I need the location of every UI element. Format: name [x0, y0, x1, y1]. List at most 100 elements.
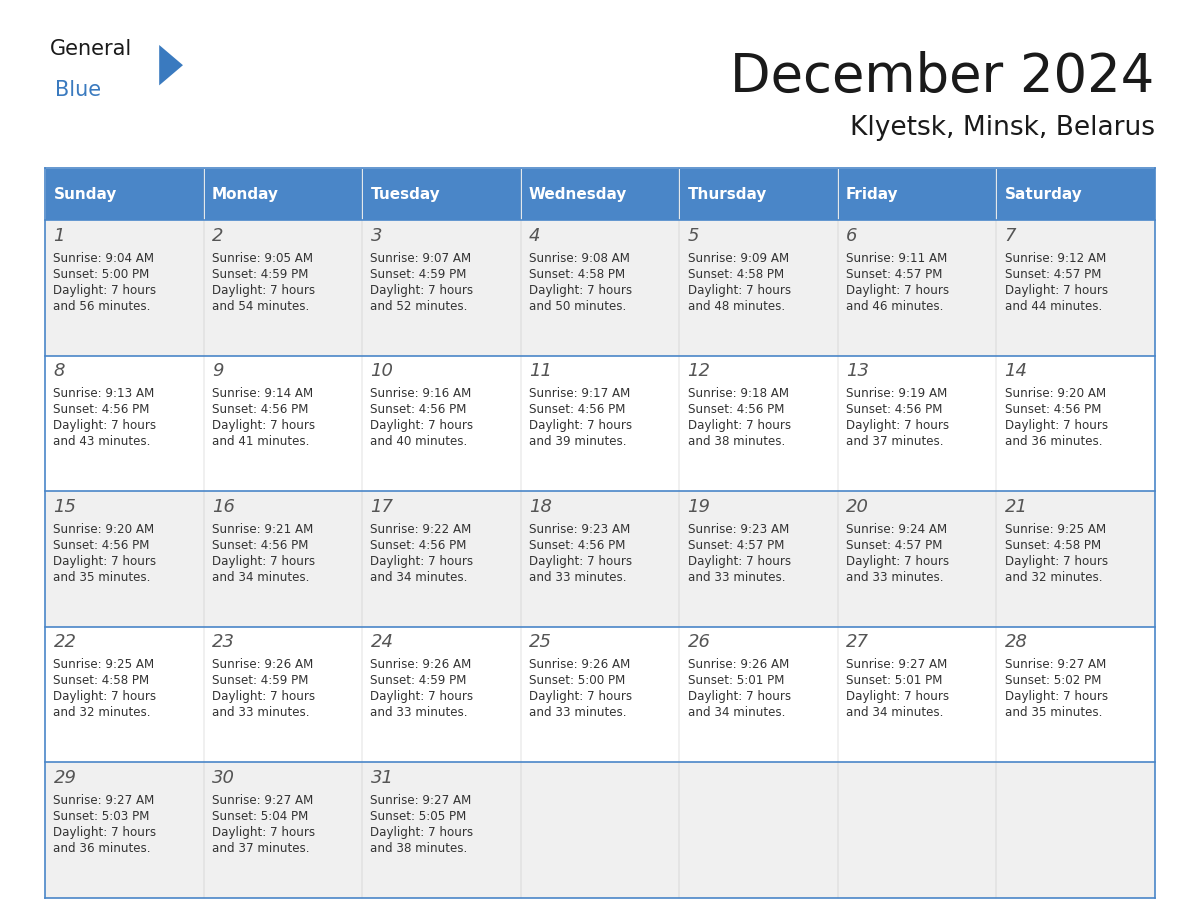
Text: and 56 minutes.: and 56 minutes. [53, 299, 151, 313]
Text: Sunrise: 9:21 AM: Sunrise: 9:21 AM [211, 522, 314, 535]
Text: Daylight: 7 hours: Daylight: 7 hours [53, 420, 157, 432]
Text: 10: 10 [371, 363, 393, 380]
Text: Daylight: 7 hours: Daylight: 7 hours [1005, 284, 1107, 297]
Bar [362, 168, 520, 220]
Text: and 40 minutes.: and 40 minutes. [371, 435, 468, 448]
Text: 8: 8 [53, 363, 65, 380]
Text: Daylight: 7 hours: Daylight: 7 hours [688, 690, 791, 703]
Text: Sunset: 4:56 PM: Sunset: 4:56 PM [53, 403, 150, 416]
Text: Daylight: 7 hours: Daylight: 7 hours [371, 554, 474, 567]
Bar [45, 220, 1155, 356]
Bar [520, 168, 680, 220]
Text: and 33 minutes.: and 33 minutes. [529, 571, 626, 584]
Text: 19: 19 [688, 498, 710, 516]
Bar [45, 491, 1155, 627]
Text: and 35 minutes.: and 35 minutes. [1005, 706, 1102, 719]
Text: 30: 30 [211, 768, 235, 787]
Text: and 36 minutes.: and 36 minutes. [1005, 435, 1102, 448]
Text: Tuesday: Tuesday [371, 186, 441, 202]
Text: and 32 minutes.: and 32 minutes. [1005, 571, 1102, 584]
Text: Sunset: 4:57 PM: Sunset: 4:57 PM [846, 268, 942, 281]
Text: Sunset: 4:56 PM: Sunset: 4:56 PM [1005, 403, 1101, 416]
Text: Daylight: 7 hours: Daylight: 7 hours [53, 690, 157, 703]
Text: 25: 25 [529, 633, 552, 651]
Text: Daylight: 7 hours: Daylight: 7 hours [371, 690, 474, 703]
Text: and 34 minutes.: and 34 minutes. [688, 706, 785, 719]
Text: 12: 12 [688, 363, 710, 380]
Text: 7: 7 [1005, 227, 1016, 245]
Text: Daylight: 7 hours: Daylight: 7 hours [211, 554, 315, 567]
Text: Sunset: 5:01 PM: Sunset: 5:01 PM [688, 674, 784, 687]
Text: Sunset: 4:58 PM: Sunset: 4:58 PM [53, 674, 150, 687]
Text: Sunrise: 9:26 AM: Sunrise: 9:26 AM [371, 658, 472, 671]
Text: 13: 13 [846, 363, 870, 380]
Text: Sunrise: 9:27 AM: Sunrise: 9:27 AM [371, 793, 472, 807]
Text: Daylight: 7 hours: Daylight: 7 hours [1005, 554, 1107, 567]
Bar [203, 168, 362, 220]
Text: Sunrise: 9:25 AM: Sunrise: 9:25 AM [53, 658, 154, 671]
Text: and 39 minutes.: and 39 minutes. [529, 435, 626, 448]
Text: and 50 minutes.: and 50 minutes. [529, 299, 626, 313]
Text: Sunset: 4:56 PM: Sunset: 4:56 PM [688, 403, 784, 416]
Text: Sunrise: 9:19 AM: Sunrise: 9:19 AM [846, 387, 947, 400]
Text: and 38 minutes.: and 38 minutes. [688, 435, 785, 448]
Text: Sunrise: 9:20 AM: Sunrise: 9:20 AM [1005, 387, 1106, 400]
Text: 1: 1 [53, 227, 65, 245]
Text: and 38 minutes.: and 38 minutes. [371, 842, 468, 855]
Text: General: General [50, 39, 132, 60]
Text: Sunrise: 9:13 AM: Sunrise: 9:13 AM [53, 387, 154, 400]
Text: 20: 20 [846, 498, 870, 516]
Text: 27: 27 [846, 633, 870, 651]
Text: Sunrise: 9:27 AM: Sunrise: 9:27 AM [211, 793, 314, 807]
Text: Daylight: 7 hours: Daylight: 7 hours [846, 690, 949, 703]
Text: Daylight: 7 hours: Daylight: 7 hours [846, 554, 949, 567]
Text: Sunrise: 9:18 AM: Sunrise: 9:18 AM [688, 387, 789, 400]
Text: Daylight: 7 hours: Daylight: 7 hours [846, 420, 949, 432]
Text: Sunset: 4:58 PM: Sunset: 4:58 PM [1005, 539, 1100, 552]
Text: and 34 minutes.: and 34 minutes. [371, 571, 468, 584]
Text: Sunset: 4:56 PM: Sunset: 4:56 PM [211, 539, 309, 552]
Text: Sunrise: 9:16 AM: Sunrise: 9:16 AM [371, 387, 472, 400]
Text: Sunrise: 9:25 AM: Sunrise: 9:25 AM [1005, 522, 1106, 535]
Bar [45, 762, 1155, 898]
Text: 5: 5 [688, 227, 699, 245]
Text: and 48 minutes.: and 48 minutes. [688, 299, 784, 313]
Text: and 33 minutes.: and 33 minutes. [846, 571, 943, 584]
Text: 31: 31 [371, 768, 393, 787]
Text: and 34 minutes.: and 34 minutes. [846, 706, 943, 719]
Text: Saturday: Saturday [1005, 186, 1082, 202]
Text: Daylight: 7 hours: Daylight: 7 hours [1005, 690, 1107, 703]
Text: and 37 minutes.: and 37 minutes. [211, 842, 309, 855]
Bar [997, 168, 1155, 220]
Polygon shape [159, 45, 183, 85]
Text: 14: 14 [1005, 363, 1028, 380]
Text: Daylight: 7 hours: Daylight: 7 hours [211, 284, 315, 297]
Text: 2: 2 [211, 227, 223, 245]
Text: Sunrise: 9:26 AM: Sunrise: 9:26 AM [688, 658, 789, 671]
Text: Sunrise: 9:05 AM: Sunrise: 9:05 AM [211, 252, 312, 264]
Text: Sunset: 4:56 PM: Sunset: 4:56 PM [371, 403, 467, 416]
Text: 9: 9 [211, 363, 223, 380]
Text: Daylight: 7 hours: Daylight: 7 hours [371, 284, 474, 297]
Text: Wednesday: Wednesday [529, 186, 627, 202]
Text: Sunrise: 9:20 AM: Sunrise: 9:20 AM [53, 522, 154, 535]
Text: Daylight: 7 hours: Daylight: 7 hours [846, 284, 949, 297]
Text: and 36 minutes.: and 36 minutes. [53, 842, 151, 855]
Text: Sunset: 4:57 PM: Sunset: 4:57 PM [846, 539, 942, 552]
Text: and 52 minutes.: and 52 minutes. [371, 299, 468, 313]
Text: Daylight: 7 hours: Daylight: 7 hours [1005, 420, 1107, 432]
Text: 22: 22 [53, 633, 76, 651]
Text: Sunset: 4:59 PM: Sunset: 4:59 PM [371, 268, 467, 281]
Text: Daylight: 7 hours: Daylight: 7 hours [529, 284, 632, 297]
Text: Sunrise: 9:23 AM: Sunrise: 9:23 AM [529, 522, 631, 535]
Text: 15: 15 [53, 498, 76, 516]
Text: Sunrise: 9:12 AM: Sunrise: 9:12 AM [1005, 252, 1106, 264]
Text: Sunday: Sunday [53, 186, 116, 202]
Text: Sunrise: 9:26 AM: Sunrise: 9:26 AM [529, 658, 631, 671]
Bar [680, 168, 838, 220]
Text: Daylight: 7 hours: Daylight: 7 hours [529, 554, 632, 567]
Text: Sunrise: 9:17 AM: Sunrise: 9:17 AM [529, 387, 631, 400]
Text: Sunrise: 9:04 AM: Sunrise: 9:04 AM [53, 252, 154, 264]
Text: 28: 28 [1005, 633, 1028, 651]
Text: and 41 minutes.: and 41 minutes. [211, 435, 309, 448]
